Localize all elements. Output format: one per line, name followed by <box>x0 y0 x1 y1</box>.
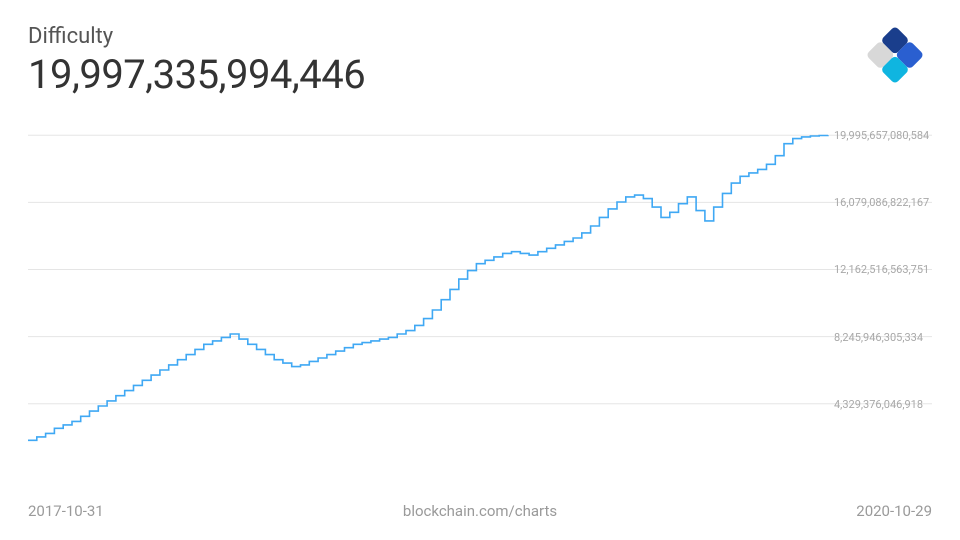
y-axis-tick-label: 19,995,657,080,584 <box>834 129 929 142</box>
y-axis-tick-label: 8,245,946,305,334 <box>834 331 923 344</box>
y-axis-tick-label: 12,162,516,563,751 <box>834 263 929 276</box>
chart-footer: 2017-10-31 blockchain.com/charts 2020-10… <box>28 502 932 520</box>
chart-header: Difficulty 19,997,335,994,446 <box>28 24 365 98</box>
x-axis-end-date: 2020-10-29 <box>856 502 932 520</box>
blockchain-logo-icon <box>858 18 932 92</box>
chart-title: Difficulty <box>28 24 365 49</box>
x-axis-start-date: 2017-10-31 <box>28 502 104 520</box>
source-label: blockchain.com/charts <box>403 502 557 520</box>
y-axis-tick-label: 16,079,086,822,167 <box>834 196 929 209</box>
chart-latest-value: 19,997,335,994,446 <box>28 51 365 98</box>
difficulty-chart: 4,329,376,046,918 8,245,946,305,334 12,162… <box>28 118 932 478</box>
y-axis-tick-label: 4,329,376,046,918 <box>834 398 923 411</box>
